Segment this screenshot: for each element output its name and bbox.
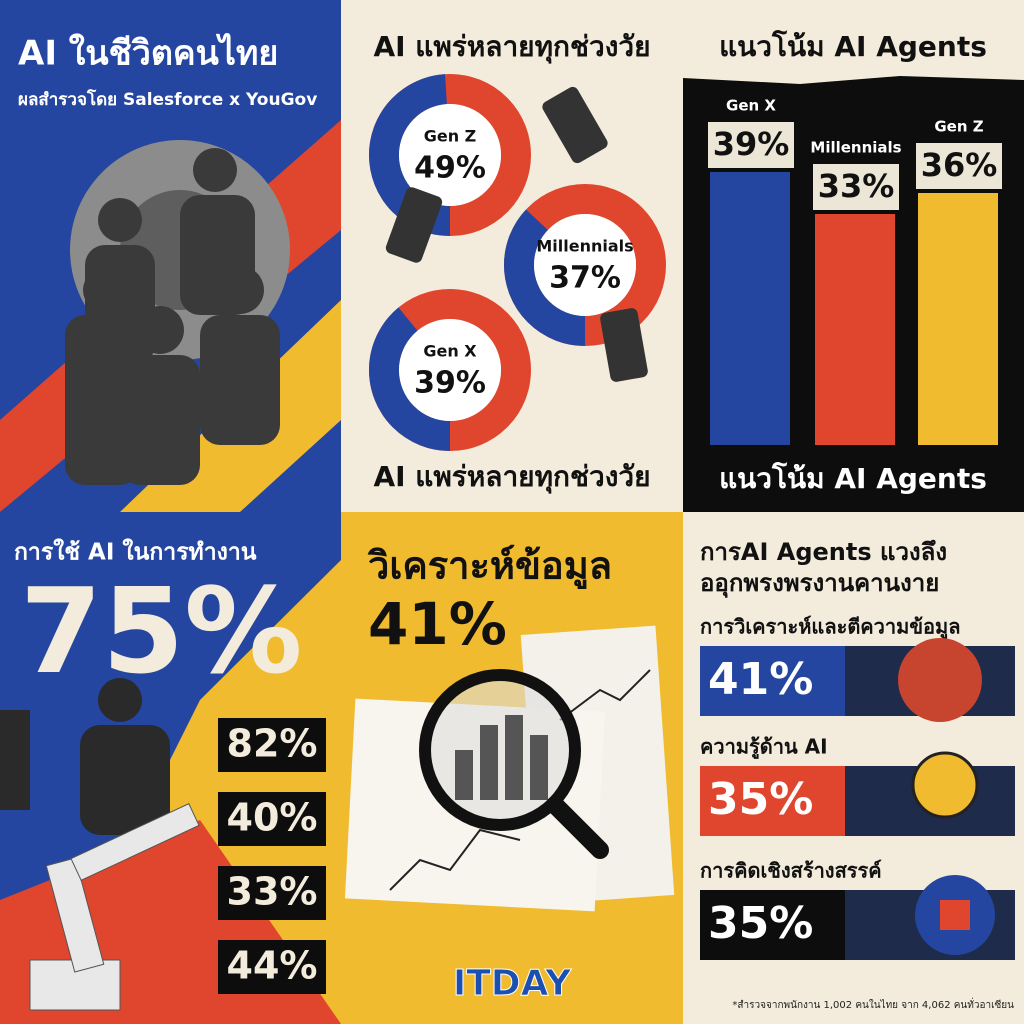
donut-name: Gen X <box>423 342 477 361</box>
stat-value: 40% <box>227 796 318 840</box>
footer: แนวโน้ม AI Agents <box>719 461 987 495</box>
donut-arc <box>369 289 531 451</box>
title-line: การAI Agents แวงลึง <box>700 538 947 566</box>
bar-tag <box>813 164 899 210</box>
workers <box>65 148 280 485</box>
bar-name: Gen X <box>726 97 776 115</box>
robot-arm <box>29 802 200 1011</box>
stat-box <box>218 866 326 920</box>
stat-value: 82% <box>227 722 318 766</box>
chip-icon <box>940 900 970 930</box>
stat-group: 82% 40% 33% 44% <box>218 718 326 994</box>
bar <box>918 193 998 445</box>
donut-arc <box>369 74 531 236</box>
donut-name: Millennials <box>536 237 633 256</box>
paper-line <box>559 669 651 721</box>
bar-label: 33% <box>818 167 895 205</box>
bar-label: 39% <box>713 125 790 163</box>
bar <box>815 214 895 445</box>
title: แนวโน้ม AI Agents <box>719 29 987 63</box>
stat-value: 33% <box>227 870 318 914</box>
bar <box>710 172 790 445</box>
paper-line <box>389 828 521 891</box>
donut-label: 37% <box>549 261 621 296</box>
subtitle: ผลสำรวจโดย Salesforce x YouGov <box>18 89 317 110</box>
title: AI ในชีวิตคนไทย <box>18 33 278 74</box>
magnifier-handle <box>546 796 609 859</box>
donut-name: Gen Z <box>424 127 477 146</box>
donut-arc <box>504 184 666 346</box>
footnote: *สำรวจจากพนักงาน 1,002 คนในไทย จาก 4,062… <box>732 997 1014 1011</box>
bar-name: Gen Z <box>934 118 983 136</box>
bar-tag <box>916 143 1002 189</box>
brain-icon <box>898 638 982 722</box>
donut-label: 49% <box>414 151 486 186</box>
title: วิเคราะห์ข้อมูล <box>367 544 612 590</box>
item-box <box>700 890 845 960</box>
item-box <box>700 646 845 716</box>
torn-strip <box>683 0 1024 84</box>
item-value: 35% <box>708 898 813 949</box>
donut-hole <box>534 214 636 316</box>
item-label: ความรู้ด้าน AI <box>700 735 828 761</box>
donut-hole <box>399 104 501 206</box>
footer: AI แพร่หลายทุกช่วงวัย <box>373 460 650 494</box>
item-value: 35% <box>708 774 813 825</box>
headline: 75% <box>20 562 302 700</box>
magnified-bars <box>455 715 548 800</box>
bulb-icon <box>911 751 979 819</box>
bar-tag <box>708 122 794 168</box>
headline: 41% <box>368 590 507 658</box>
worker-robot <box>0 678 170 835</box>
bar-group: 39% Gen X 33% Millennials 36% Gen Z <box>708 97 1002 445</box>
logo: ITDAY <box>453 963 572 1004</box>
item-label: การวิเคราะห์และตีความข้อมูล <box>700 615 960 641</box>
title: การใช้ AI ในการทำงาน <box>14 538 257 566</box>
bar-name: Millennials <box>810 139 901 157</box>
item-box <box>700 766 845 836</box>
item-value: 41% <box>708 654 813 705</box>
item-label: การคิดเชิงสร้างสรรค์ <box>700 859 882 883</box>
stat-box <box>218 792 326 846</box>
title-line: ออุกพรงพรงานคานงาย <box>700 569 939 599</box>
stat-box <box>218 940 326 994</box>
phones <box>385 86 648 382</box>
bar-label: 36% <box>921 146 998 184</box>
donut-label: 39% <box>414 366 486 401</box>
stat-box <box>218 718 326 772</box>
donut-hole <box>399 319 501 421</box>
title: AI แพร่หลายทุกช่วงวัย <box>373 30 650 64</box>
stat-value: 44% <box>227 944 318 988</box>
donut-group: Gen Z 49% Millennials 37% Gen X 39% <box>369 74 666 451</box>
